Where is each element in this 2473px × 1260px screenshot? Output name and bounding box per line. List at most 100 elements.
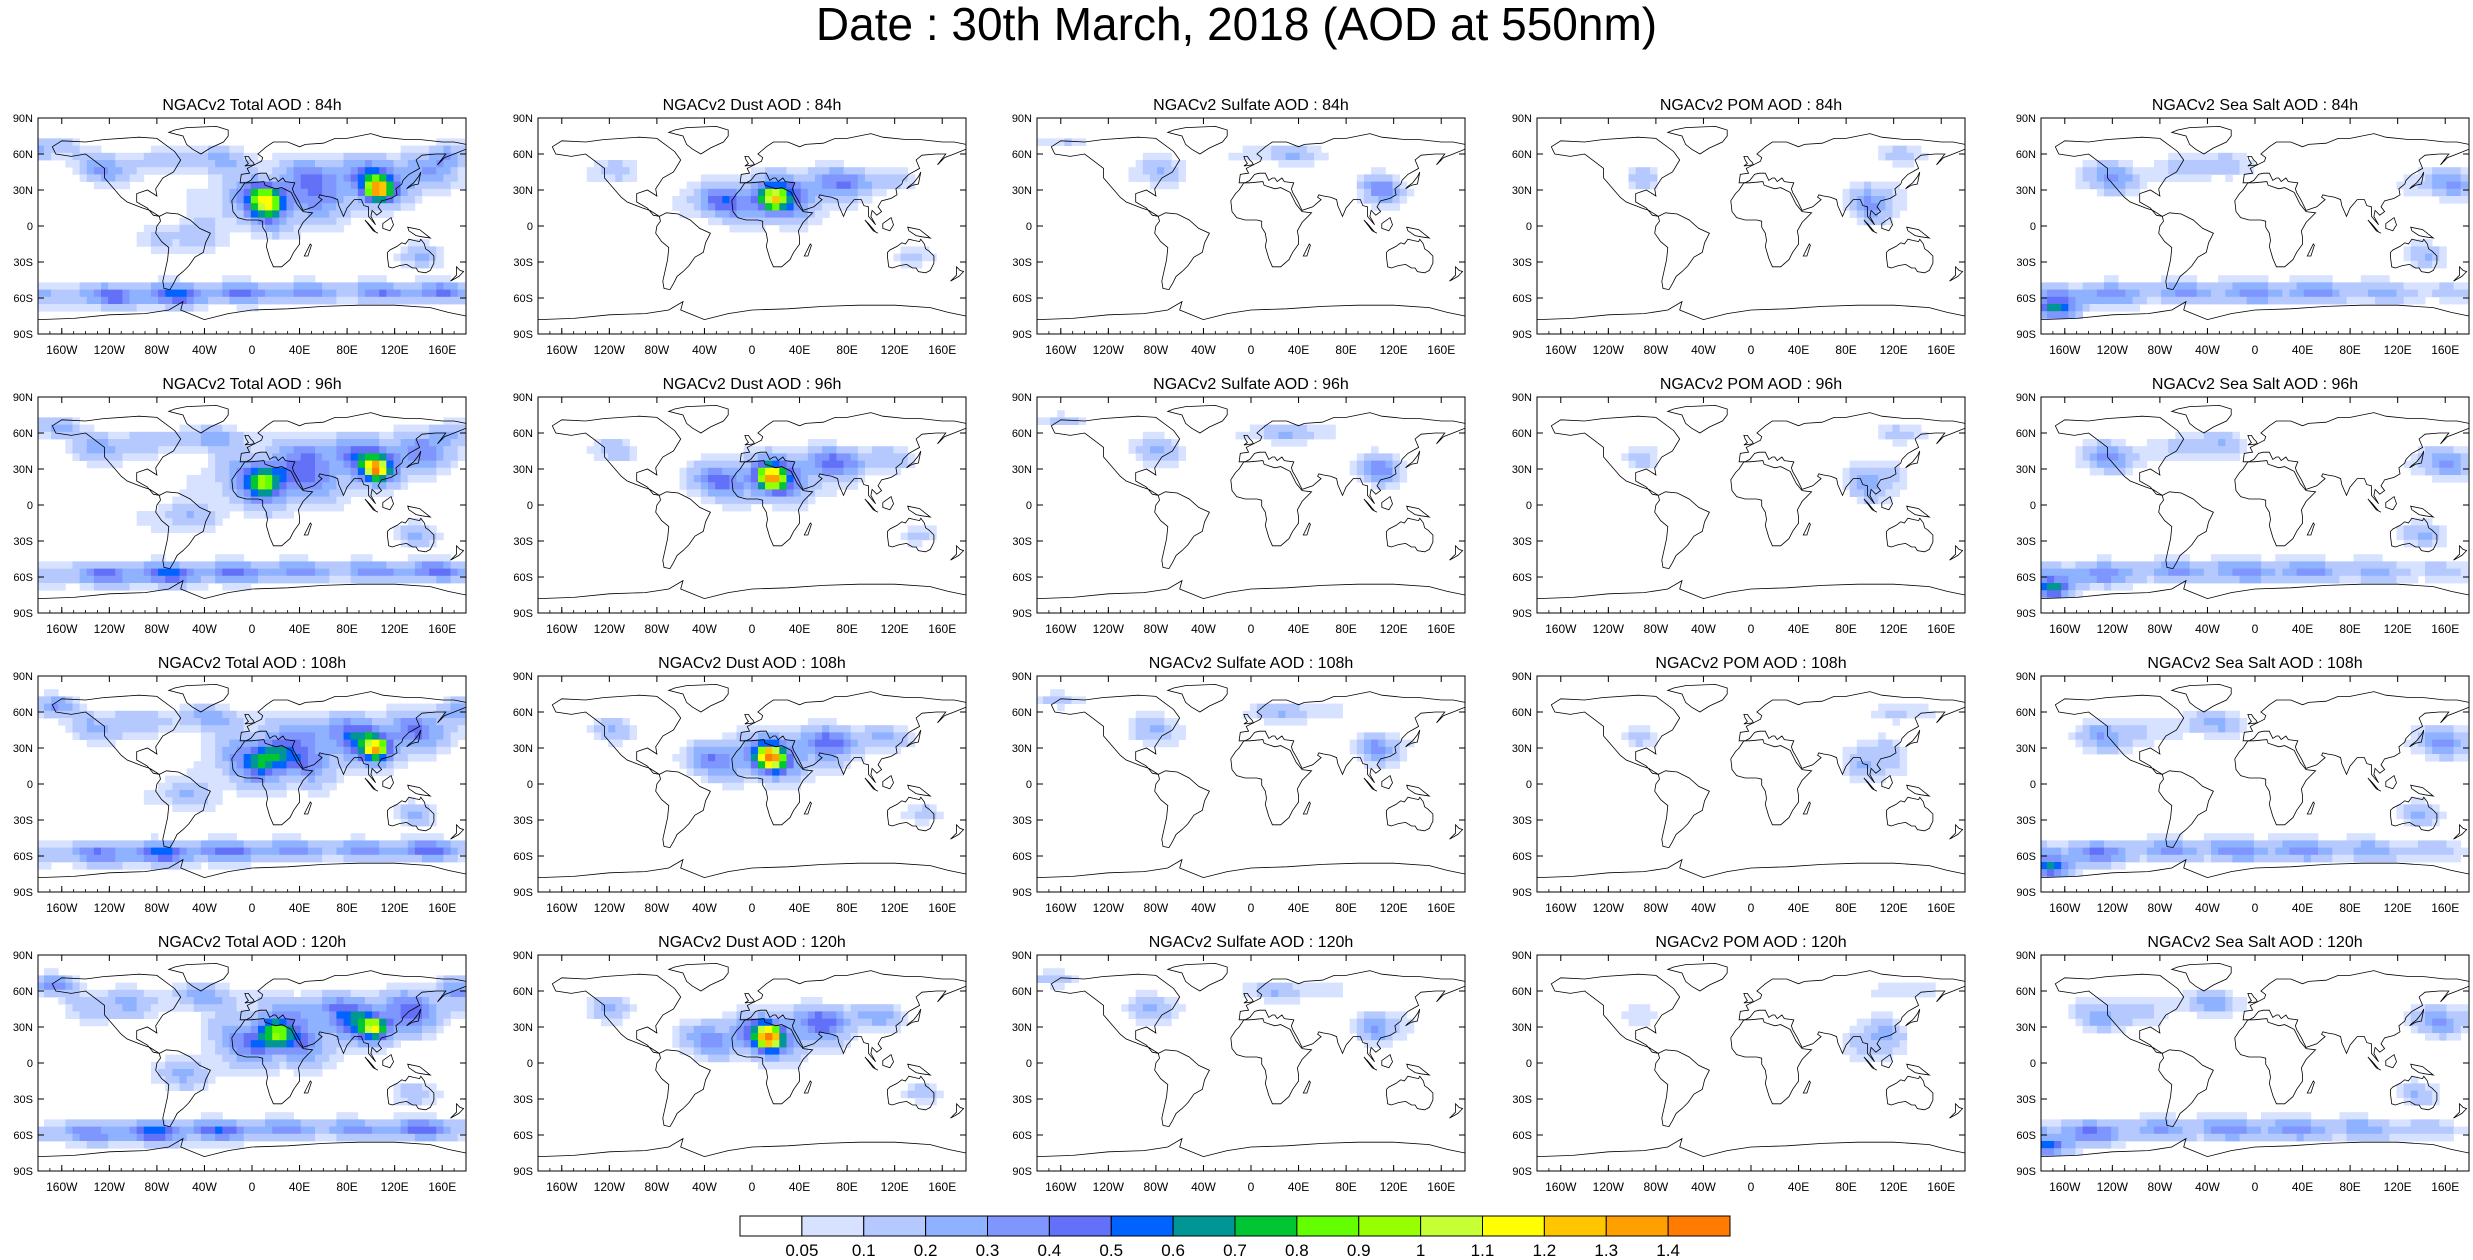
coastline: [364, 777, 379, 792]
coastline: [1537, 858, 1965, 892]
coastline: [2041, 1137, 2469, 1171]
lat-tick-label: 60S: [1512, 1130, 1532, 1142]
lon-tick-label: 40E: [1288, 622, 1309, 636]
coastline: [387, 238, 435, 274]
coastline: [1154, 212, 1210, 291]
coastline: [1949, 1102, 1964, 1119]
coastline: [1302, 801, 1311, 815]
lon-tick-label: 120W: [594, 901, 626, 915]
lon-tick-label: 80W: [145, 622, 170, 636]
lat-tick-label: 60S: [13, 293, 33, 305]
lon-tick-label: 0: [249, 1180, 256, 1194]
coastline: [387, 796, 435, 832]
lon-tick-label: 40W: [2195, 901, 2220, 915]
coastline: [387, 1075, 435, 1111]
lat-tick-label: 90S: [1012, 1166, 1032, 1178]
coastline: [803, 801, 812, 815]
panel-title: NGACv2 Total AOD : 96h: [162, 376, 341, 393]
lat-tick-label: 30S: [1512, 257, 1532, 269]
coastline: [2234, 739, 2317, 826]
lon-tick-label: 0: [749, 622, 756, 636]
coastline: [1230, 739, 1313, 826]
coastline: [2409, 450, 2425, 469]
coastline: [1406, 784, 1431, 797]
lat-tick-label: 90N: [2016, 113, 2036, 125]
lon-tick-label: 120E: [881, 901, 909, 915]
coastline: [2453, 544, 2468, 561]
coastline: [551, 694, 682, 775]
lon-tick-label: 40E: [2292, 901, 2313, 915]
lon-tick-label: 0: [749, 343, 756, 357]
coastline: [1666, 404, 1728, 434]
coastline: [1406, 505, 1431, 518]
coastline: [950, 823, 965, 840]
lon-tick-label: 80W: [645, 901, 670, 915]
coastline: [2390, 1075, 2438, 1111]
coastline: [1802, 1080, 1811, 1094]
lon-tick-label: 120E: [2384, 343, 2412, 357]
lat-tick-label: 0: [2030, 500, 2036, 512]
lon-tick-label: 0: [249, 343, 256, 357]
coastline: [1863, 498, 1878, 513]
coastline: [1386, 238, 1434, 274]
coastline: [1654, 770, 1710, 849]
lon-tick-label: 40E: [1788, 1180, 1809, 1194]
coastline: [2306, 1080, 2315, 1094]
lon-tick-label: 120W: [594, 622, 626, 636]
lon-tick-label: 160E: [428, 622, 456, 636]
coastline: [231, 460, 314, 547]
coastline: [1381, 495, 1393, 511]
lat-tick-label: 0: [527, 221, 533, 233]
lat-tick-label: 90S: [2016, 608, 2036, 620]
coastline: [907, 226, 932, 239]
lon-tick-label: 0: [249, 622, 256, 636]
lat-tick-label: 60S: [513, 851, 533, 863]
lat-tick-label: 30N: [513, 1022, 533, 1034]
coastline: [906, 1008, 922, 1027]
lon-tick-label: 160W: [46, 622, 78, 636]
coastline: [2041, 300, 2469, 334]
coastline: [2247, 714, 2259, 725]
coastline: [167, 404, 229, 434]
lat-tick-label: 30S: [513, 536, 533, 548]
coastline: [2453, 823, 2468, 840]
map-panel: NGACv2 Dust AOD : 108h 90N 60N 30N 0 30S 60S 90…: [513, 655, 967, 915]
lat-tick-label: 90S: [13, 608, 33, 620]
coastline: [2234, 1018, 2317, 1105]
coastline: [1537, 579, 1965, 613]
lon-tick-label: 0: [249, 901, 256, 915]
lat-tick-label: 60N: [2016, 149, 2036, 161]
coastline: [38, 1137, 466, 1171]
lon-tick-label: 160W: [546, 343, 578, 357]
coastline: [1243, 156, 1255, 167]
map-panel: NGACv2 Dust AOD : 84h 90N 60N 30N 0 30S 60S 90S…: [513, 97, 967, 357]
map-panel: NGACv2 POM AOD : 96h 90N 60N 30N 0 30S 60S 90S 1…: [1512, 376, 1966, 636]
lat-tick-label: 60S: [1012, 293, 1032, 305]
coastline: [1906, 784, 1931, 797]
coastline: [450, 544, 465, 561]
lat-tick-label: 30S: [513, 815, 533, 827]
coastline: [1166, 962, 1228, 992]
coastline: [1405, 729, 1421, 748]
panel-title: NGACv2 Total AOD : 108h: [158, 655, 346, 672]
coastline: [1238, 133, 1465, 226]
coastline: [538, 858, 966, 892]
coastline: [667, 683, 729, 713]
lon-tick-label: 0: [1748, 343, 1755, 357]
coastline: [1949, 823, 1964, 840]
coastline: [1230, 460, 1313, 547]
lat-tick-label: 90S: [13, 887, 33, 899]
panel-title: NGACv2 Dust AOD : 84h: [663, 97, 842, 114]
lon-tick-label: 40E: [2292, 343, 2313, 357]
coastline: [167, 962, 229, 992]
lon-tick-label: 160E: [1427, 343, 1455, 357]
coastline: [739, 412, 966, 505]
lat-tick-label: 30S: [513, 257, 533, 269]
lon-tick-label: 80E: [336, 343, 357, 357]
lon-tick-label: 120W: [1593, 622, 1625, 636]
coastline: [1802, 801, 1811, 815]
coastline: [1050, 973, 1181, 1054]
panel-title: NGACv2 Sea Salt AOD : 120h: [2147, 934, 2362, 951]
map-panel: NGACv2 Dust AOD : 96h 90N 60N 30N 0 30S 60S 90S…: [513, 376, 967, 636]
lat-tick-label: 0: [2030, 1058, 2036, 1070]
